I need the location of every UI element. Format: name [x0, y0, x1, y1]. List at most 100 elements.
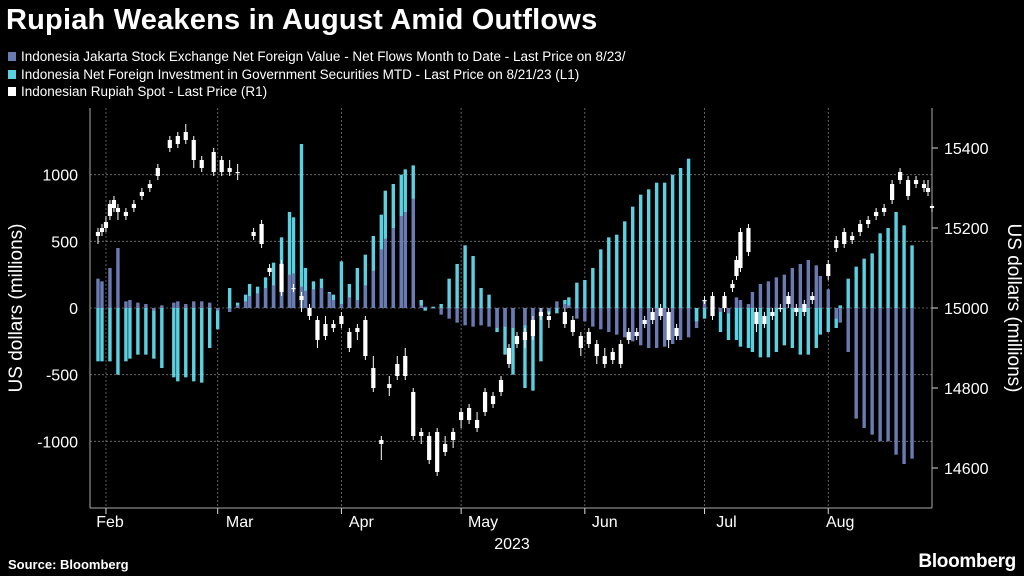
bar-bonds — [243, 294, 248, 308]
x-tick-label: Apr — [349, 514, 375, 531]
bar-bonds — [782, 308, 787, 346]
bar-bonds — [818, 308, 822, 335]
candle-body — [435, 432, 440, 472]
bar-bonds — [192, 308, 196, 382]
bar-equity — [631, 308, 635, 342]
bar-bonds — [902, 225, 906, 308]
bar-equity — [423, 306, 427, 308]
candle-body — [666, 312, 671, 340]
bar-equity — [894, 308, 898, 455]
bar-equity — [208, 302, 212, 308]
candle-body — [155, 168, 160, 176]
bar-bonds — [631, 206, 635, 308]
bar-bonds — [96, 308, 100, 362]
legend-label-bonds: Indonesia Net Foreign Investment in Gove… — [21, 66, 580, 82]
candle-body — [299, 296, 304, 300]
bar-bonds — [686, 158, 691, 308]
bar-bonds — [798, 308, 803, 355]
bar-bonds — [547, 308, 551, 315]
bar-equity — [184, 304, 188, 308]
candle-body — [810, 296, 815, 300]
candle-body — [490, 396, 496, 404]
bar-bonds — [694, 308, 699, 322]
bar-bonds — [531, 308, 535, 391]
bar-bonds — [235, 302, 240, 308]
bar-equity — [766, 281, 771, 308]
bar-equity — [247, 296, 252, 308]
bar-equity — [599, 308, 603, 330]
bar-equity — [255, 293, 260, 308]
candle-body — [251, 232, 256, 236]
legend-label-rupiah: Indonesian Rupiah Spot - Last Price (R1) — [21, 84, 268, 99]
candle-body — [315, 320, 320, 340]
bar-bonds — [447, 278, 451, 308]
bar-bonds — [646, 189, 651, 308]
bar-equity — [662, 308, 667, 347]
y-left-tick-label: -1000 — [37, 434, 78, 451]
candle-body — [219, 160, 224, 172]
bar-bonds — [870, 253, 874, 308]
legend-swatch-equity — [8, 52, 16, 62]
bar-equity — [670, 308, 675, 344]
candle-body — [802, 304, 807, 312]
candle-body — [674, 328, 679, 336]
legend-label-equity: Indonesia Jakarta Stock Exchange Net For… — [21, 49, 626, 64]
candle-body — [139, 192, 144, 196]
bar-equity — [439, 308, 443, 315]
candle-body — [826, 264, 831, 276]
bar-bonds — [363, 254, 368, 308]
legend-item-equity: Indonesia Jakarta Stock Exchange Net For… — [8, 48, 626, 66]
bar-equity — [846, 308, 850, 352]
bar-bonds — [555, 308, 559, 314]
bar-bonds — [607, 237, 611, 308]
candle-body — [530, 320, 536, 336]
candle-body — [578, 336, 583, 348]
x-tick-label: Jun — [592, 514, 618, 531]
bar-equity — [834, 308, 838, 319]
bar-equity — [371, 270, 376, 308]
candle-body — [419, 432, 424, 436]
candle-body — [754, 312, 759, 324]
bar-bonds — [846, 278, 850, 308]
x-tick-label: Aug — [826, 514, 854, 531]
candle-body — [734, 260, 739, 276]
bar-equity — [686, 308, 691, 338]
bar-equity — [806, 260, 810, 308]
bar-bonds — [116, 308, 120, 375]
candle-body — [363, 320, 368, 356]
bar-bonds — [303, 268, 308, 308]
bar-bonds — [591, 268, 595, 308]
candle-body — [866, 220, 871, 224]
bar-equity — [790, 268, 795, 308]
bar-bonds — [878, 233, 882, 308]
candle-body — [897, 172, 903, 180]
bar-bonds — [291, 217, 296, 308]
bar-bonds — [347, 284, 352, 308]
bar-equity — [854, 308, 858, 419]
bar-equity — [750, 292, 755, 308]
bar-equity — [363, 285, 368, 308]
bar-bonds — [539, 308, 543, 362]
bar-bonds — [455, 264, 459, 308]
bar-equity — [243, 301, 248, 308]
bar-equity — [419, 305, 423, 308]
bar-equity — [152, 308, 156, 311]
candle-body — [498, 380, 504, 392]
bar-bonds — [726, 308, 731, 340]
bar-equity — [555, 301, 559, 308]
bar-bonds — [215, 308, 220, 330]
candle-body — [379, 440, 384, 444]
candle-body — [850, 236, 855, 240]
bar-bonds — [738, 308, 743, 347]
bar-bonds — [678, 168, 683, 308]
bar-equity — [878, 308, 882, 442]
chart-title: Rupiah Weakens in August Amid Outflows — [6, 4, 598, 36]
candle-body — [395, 364, 400, 376]
candle-body — [99, 228, 105, 232]
bar-bonds — [487, 294, 491, 308]
bar-bonds — [200, 308, 204, 383]
candle-body — [307, 308, 312, 316]
candle-body — [371, 368, 376, 388]
candle-body — [227, 168, 232, 172]
y-right-tick-label: 15000 — [944, 301, 989, 318]
